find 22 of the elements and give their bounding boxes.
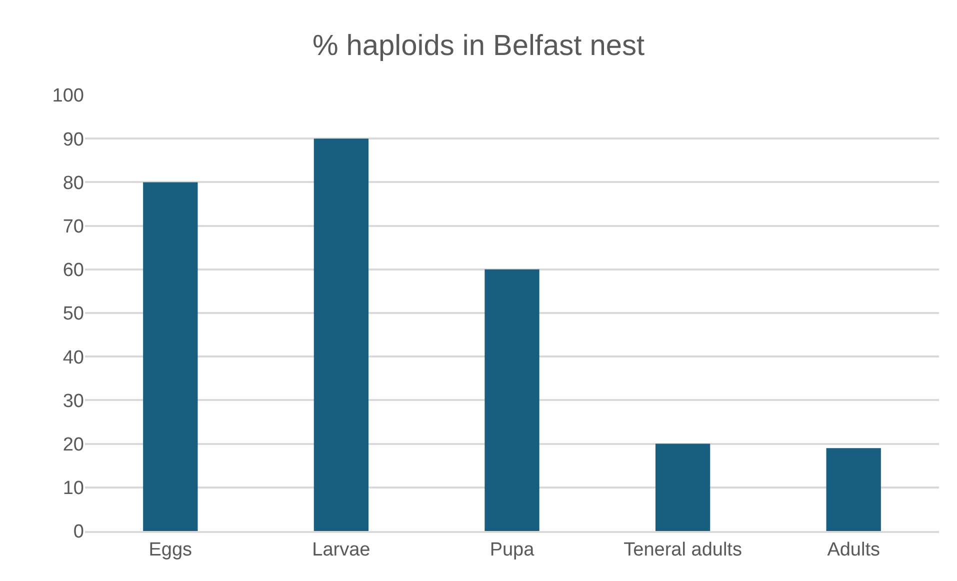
y-tick-label: 80: [62, 172, 84, 194]
x-tick-label: Teneral adults: [624, 540, 742, 561]
bar: [655, 444, 710, 531]
x-tick-label: Eggs: [148, 540, 192, 561]
bar: [826, 448, 881, 531]
y-tick-label: 50: [62, 304, 84, 325]
y-tick-label: 30: [62, 390, 84, 412]
chart-title: % haploids in Belfast nest: [312, 30, 645, 62]
x-tick-label: Adults: [827, 540, 880, 561]
bar: [143, 182, 198, 531]
y-tick-label: 70: [62, 216, 84, 238]
y-tick-label: 10: [62, 478, 84, 500]
y-tick-label: 60: [62, 260, 84, 282]
y-tick-label: 90: [62, 129, 84, 150]
bar: [484, 269, 540, 531]
y-tick-label: 40: [62, 347, 84, 368]
x-tick-label: Pupa: [490, 540, 535, 561]
bar: [314, 138, 369, 531]
y-tick-label: 100: [52, 86, 84, 107]
x-tick-label: Larvae: [312, 540, 370, 561]
y-tick-label: 0: [73, 522, 84, 543]
y-tick-label: 20: [62, 434, 84, 456]
